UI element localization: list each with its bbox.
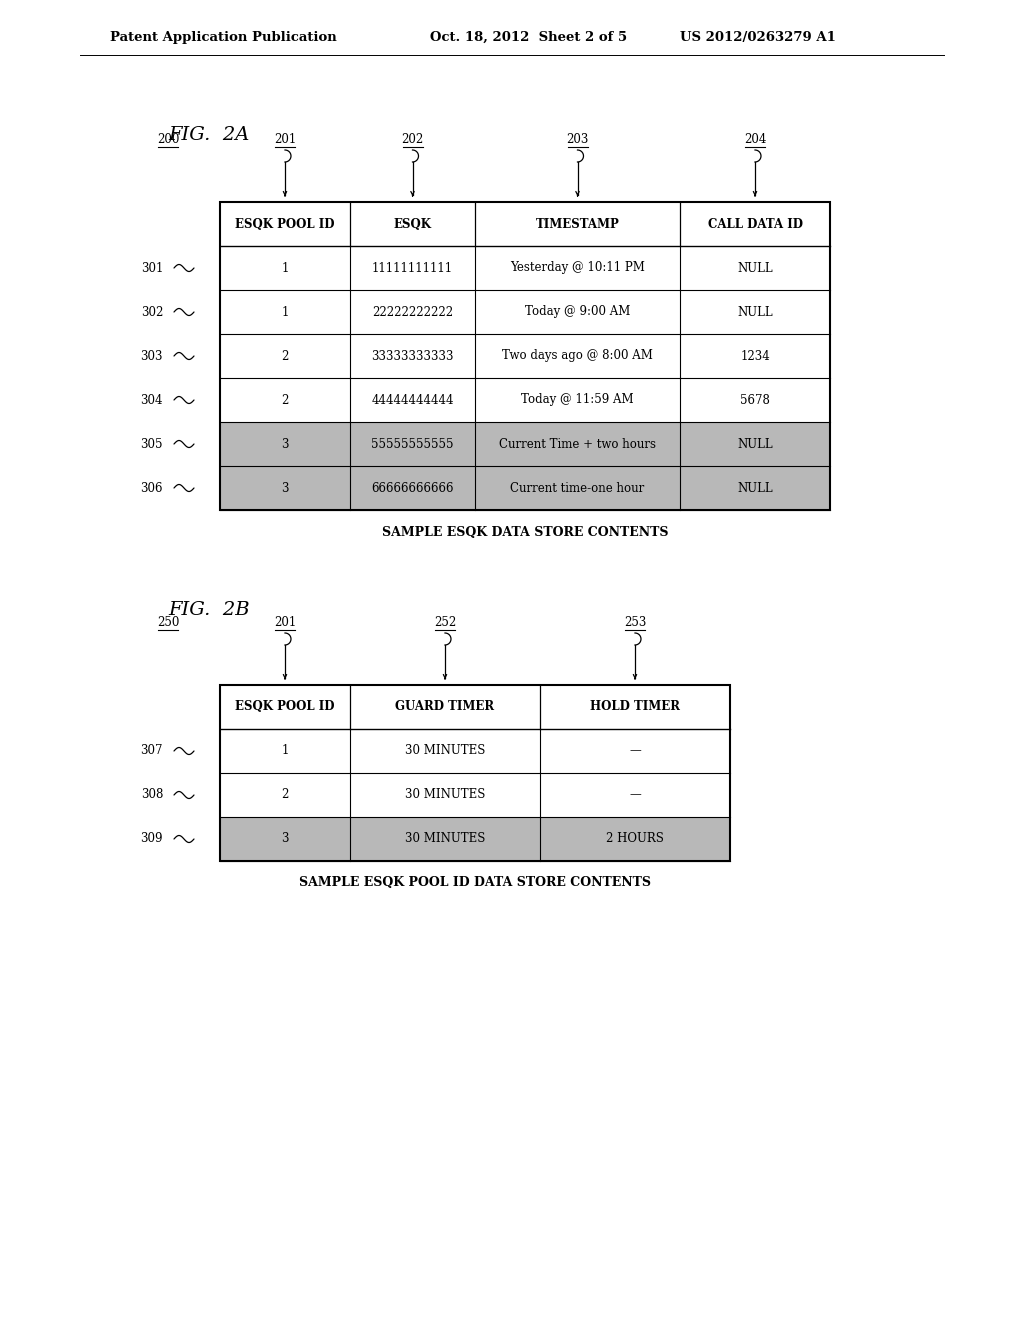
Text: 302: 302	[140, 305, 163, 318]
Text: 202: 202	[401, 133, 424, 147]
Text: 3: 3	[282, 437, 289, 450]
Text: 1234: 1234	[740, 350, 770, 363]
Text: 306: 306	[140, 482, 163, 495]
Text: HOLD TIMER: HOLD TIMER	[590, 701, 680, 714]
Text: TIMESTAMP: TIMESTAMP	[536, 218, 620, 231]
Text: 308: 308	[140, 788, 163, 801]
Text: 5678: 5678	[740, 393, 770, 407]
Text: Patent Application Publication: Patent Application Publication	[110, 30, 337, 44]
Text: CALL DATA ID: CALL DATA ID	[708, 218, 803, 231]
Text: 305: 305	[140, 437, 163, 450]
Text: NULL: NULL	[737, 437, 773, 450]
Text: 307: 307	[140, 744, 163, 758]
Text: 2: 2	[282, 350, 289, 363]
Text: —: —	[629, 744, 641, 758]
Text: 55555555555: 55555555555	[372, 437, 454, 450]
Text: Current time-one hour: Current time-one hour	[510, 482, 645, 495]
Bar	[220, 729, 730, 774]
Bar	[220, 378, 830, 422]
Text: SAMPLE ESQK POOL ID DATA STORE CONTENTS: SAMPLE ESQK POOL ID DATA STORE CONTENTS	[299, 876, 651, 890]
Text: 1: 1	[282, 261, 289, 275]
Text: —: —	[629, 788, 641, 801]
Text: 309: 309	[140, 833, 163, 846]
Bar	[220, 466, 830, 510]
Text: NULL: NULL	[737, 305, 773, 318]
Bar	[220, 774, 730, 817]
Text: 303: 303	[140, 350, 163, 363]
Bar	[220, 202, 830, 246]
Text: 201: 201	[273, 616, 296, 630]
Text: 3: 3	[282, 482, 289, 495]
Text: 1: 1	[282, 305, 289, 318]
Text: 250: 250	[157, 616, 179, 630]
Text: 30 MINUTES: 30 MINUTES	[404, 788, 485, 801]
Text: 30 MINUTES: 30 MINUTES	[404, 833, 485, 846]
Bar	[220, 817, 730, 861]
Text: SAMPLE ESQK DATA STORE CONTENTS: SAMPLE ESQK DATA STORE CONTENTS	[382, 525, 669, 539]
Text: 3: 3	[282, 833, 289, 846]
Bar	[220, 246, 830, 290]
Bar	[220, 202, 830, 510]
Text: 44444444444: 44444444444	[372, 393, 454, 407]
Text: Today @ 9:00 AM: Today @ 9:00 AM	[525, 305, 630, 318]
Text: Yesterday @ 10:11 PM: Yesterday @ 10:11 PM	[510, 261, 645, 275]
Bar	[220, 685, 730, 861]
Text: GUARD TIMER: GUARD TIMER	[395, 701, 495, 714]
Text: ESQK: ESQK	[393, 218, 431, 231]
Text: 66666666666: 66666666666	[372, 482, 454, 495]
Text: 11111111111: 11111111111	[372, 261, 453, 275]
Text: 204: 204	[743, 133, 766, 147]
Text: 201: 201	[273, 133, 296, 147]
Text: Two days ago @ 8:00 AM: Two days ago @ 8:00 AM	[502, 350, 653, 363]
Text: Oct. 18, 2012  Sheet 2 of 5: Oct. 18, 2012 Sheet 2 of 5	[430, 30, 627, 44]
Text: Current Time + two hours: Current Time + two hours	[499, 437, 656, 450]
Text: 33333333333: 33333333333	[372, 350, 454, 363]
Text: Today @ 11:59 AM: Today @ 11:59 AM	[521, 393, 634, 407]
Text: 30 MINUTES: 30 MINUTES	[404, 744, 485, 758]
Text: 2 HOURS: 2 HOURS	[606, 833, 664, 846]
Text: 203: 203	[566, 133, 589, 147]
Text: 2: 2	[282, 788, 289, 801]
Text: NULL: NULL	[737, 261, 773, 275]
Text: 200: 200	[157, 133, 179, 147]
Text: 1: 1	[282, 744, 289, 758]
Bar	[220, 685, 730, 729]
Text: 304: 304	[140, 393, 163, 407]
Text: 301: 301	[140, 261, 163, 275]
Bar	[220, 334, 830, 378]
Text: FIG.  2B: FIG. 2B	[168, 601, 250, 619]
Text: 22222222222: 22222222222	[372, 305, 453, 318]
Text: ESQK POOL ID: ESQK POOL ID	[236, 701, 335, 714]
Bar	[220, 290, 830, 334]
Text: NULL: NULL	[737, 482, 773, 495]
Text: 252: 252	[434, 616, 456, 630]
Text: US 2012/0263279 A1: US 2012/0263279 A1	[680, 30, 836, 44]
Text: FIG.  2A: FIG. 2A	[168, 125, 250, 144]
Text: 253: 253	[624, 616, 646, 630]
Text: 2: 2	[282, 393, 289, 407]
Bar	[220, 422, 830, 466]
Text: ESQK POOL ID: ESQK POOL ID	[236, 218, 335, 231]
